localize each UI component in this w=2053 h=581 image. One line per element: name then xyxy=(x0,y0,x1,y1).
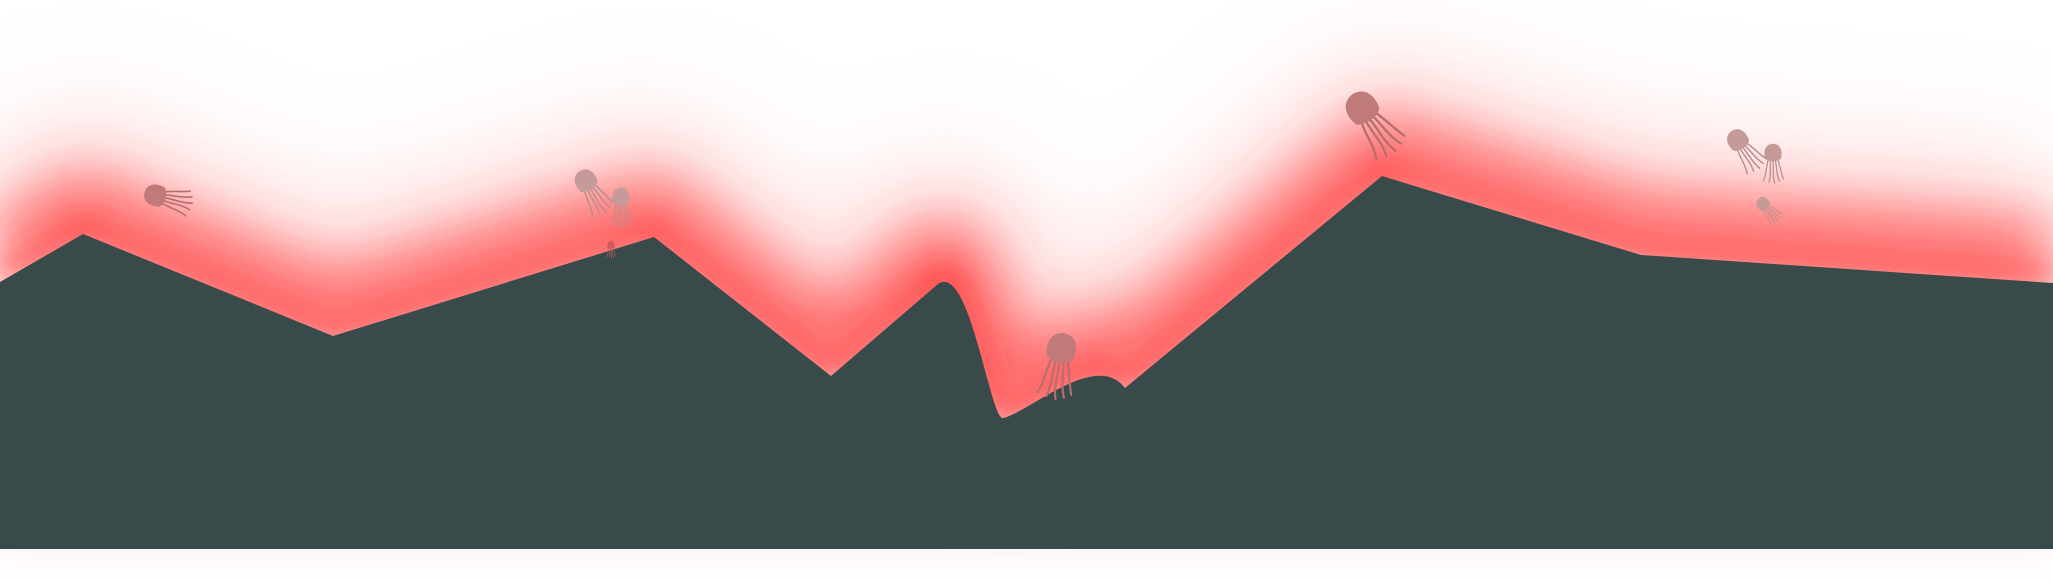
jellyfish-tentacle xyxy=(616,203,620,227)
jellyfish-tentacle xyxy=(163,197,194,204)
jellyfish-tentacle xyxy=(622,203,629,227)
jellyfish-bell xyxy=(1727,129,1749,151)
jellyfish-bell xyxy=(1345,91,1380,125)
jellyfish-icon xyxy=(1727,129,1767,175)
jellyfish-tentacle xyxy=(592,186,612,209)
jellyfish-tentacle xyxy=(1742,146,1761,169)
jellyfish-tentacle xyxy=(1767,206,1781,218)
jellyfish-tentacle xyxy=(1766,207,1779,221)
jellyfish-tentacle xyxy=(594,184,615,204)
jellyfish-tentacle xyxy=(1777,159,1785,180)
jellyfish-bell xyxy=(1756,197,1771,211)
jellyfish-tentacle xyxy=(164,190,192,193)
jellyfish-tentacle xyxy=(1744,145,1764,165)
jellyfish-bell xyxy=(607,241,615,249)
jellyfish-icon xyxy=(610,187,633,228)
jellyfish-tentacle xyxy=(1762,159,1769,182)
jellyfish-icon xyxy=(1345,91,1406,161)
jellyfish-tentacle xyxy=(610,203,617,226)
jellyfish-tentacle xyxy=(1045,359,1057,398)
jellyfish-bell xyxy=(1764,143,1782,162)
jellyfish-tentacle xyxy=(1736,149,1748,175)
jellyfish-tentacle xyxy=(612,247,616,257)
jellyfish-tentacle xyxy=(1763,209,1772,225)
jellyfish-bell xyxy=(144,184,167,207)
jellyfish-icon xyxy=(1036,333,1077,401)
jellyfish-tentacle xyxy=(1036,357,1053,393)
jellyfish-icon xyxy=(606,241,616,259)
jellyfish-tentacle xyxy=(1360,121,1378,161)
jellyfish-tentacle xyxy=(610,248,612,259)
jellyfish-icon xyxy=(144,184,194,217)
jellyfish-tentacle xyxy=(1374,111,1406,137)
jellyfish-tentacle xyxy=(625,203,633,224)
jellyfish-icon xyxy=(574,169,615,218)
jellyfish-bell xyxy=(1046,333,1077,363)
jellyfish-tentacle xyxy=(608,248,611,259)
mountain-ridge xyxy=(0,176,2053,549)
jellyfish-tentacle xyxy=(1368,118,1397,153)
jellyfish-tentacle xyxy=(611,248,615,258)
jellyfish-tentacle xyxy=(584,190,594,218)
jellyfish-tentacle xyxy=(164,194,193,199)
jellyfish-tentacle xyxy=(1739,148,1755,172)
jellyfish-tentacle xyxy=(589,188,608,214)
jellyfish-tentacle xyxy=(163,199,191,211)
jellyfish-tentacle xyxy=(606,247,610,258)
jellyfish-tentacle xyxy=(1768,204,1783,215)
jellyfish-tentacle xyxy=(1772,159,1776,184)
jellyfish-bell xyxy=(574,169,598,193)
jellyfish-bell xyxy=(612,187,630,206)
glow-rim xyxy=(0,159,2053,420)
jellyfish-tentacle xyxy=(161,202,187,217)
jellyfish-tentacle xyxy=(1768,159,1772,183)
jellyfish-tentacle xyxy=(1054,360,1061,401)
jellyfish-icon xyxy=(1762,143,1785,184)
jellyfish-tentacle xyxy=(1365,120,1388,157)
jellyfish-tentacle xyxy=(1066,360,1073,397)
jellyfish-tentacle xyxy=(620,203,624,228)
jellyfish-icon xyxy=(1756,197,1783,225)
jellyfish-tentacle xyxy=(1764,208,1776,224)
jellyfish-tentacle xyxy=(1774,159,1781,183)
jellyfish-tentacle xyxy=(587,189,601,216)
jellyfish-tentacle xyxy=(1372,115,1403,145)
jellyfish-tentacle xyxy=(1061,360,1065,399)
jellyfish-tentacle xyxy=(1746,142,1767,160)
